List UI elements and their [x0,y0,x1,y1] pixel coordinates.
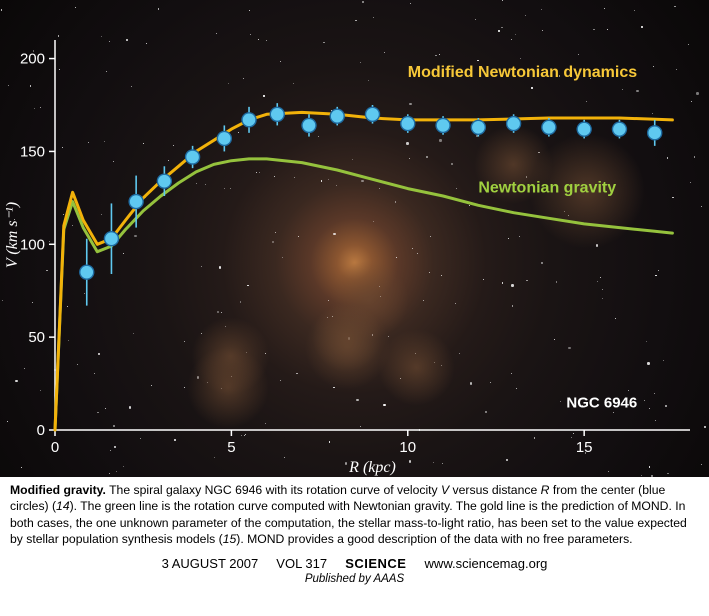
caption-ref15: 15 [223,532,237,546]
y-tick-label: 100 [20,236,45,253]
data-point [186,150,200,164]
data-point [471,120,485,134]
caption-t2: versus distance [449,483,540,497]
data-point [129,195,143,209]
data-point [612,122,626,136]
y-tick-label: 50 [28,329,45,346]
rotation-curve-figure: 051015050100150200R (kpc)V (km s⁻¹)Modif… [0,0,709,477]
footer-journal: SCIENCE [345,556,406,571]
data-point [507,117,521,131]
footer-date: 3 AUGUST 2007 [162,556,259,571]
footer-url: www.sciencemag.org [425,556,548,571]
y-axis-label: V (km s⁻¹) [4,202,21,268]
data-point [242,113,256,127]
data-point [217,131,231,145]
published-by: Published by AAAS [0,571,709,585]
mond-curve [55,112,672,430]
footer-volume: VOL 317 [276,556,327,571]
data-point [80,265,94,279]
data-point [330,109,344,123]
caption-t8: ). MOND provides a good description of t… [236,532,632,546]
caption-V: V [441,483,449,497]
x-tick-label: 0 [51,439,59,456]
x-tick-label: 5 [227,439,235,456]
y-tick-label: 150 [20,143,45,160]
plot-svg: 051015050100150200R (kpc)V (km s⁻¹)Modif… [0,0,709,477]
caption-t0: The spiral galaxy NGC 6946 with its rota… [106,483,441,497]
galaxy-id-label: NGC 6946 [566,395,637,412]
y-tick-label: 0 [37,422,45,439]
newtonian-label: Newtonian gravity [478,179,616,196]
data-point [436,118,450,132]
caption-ref14: 14 [56,499,70,513]
figure-caption: Modified gravity. The spiral galaxy NGC … [0,477,709,550]
data-point [157,174,171,188]
data-point [648,126,662,140]
data-point [401,117,415,131]
journal-footer: 3 AUGUST 2007 VOL 317 SCIENCE www.scienc… [0,550,709,571]
data-point [542,120,556,134]
x-tick-label: 10 [399,439,416,456]
y-tick-label: 200 [20,51,45,68]
data-point [270,107,284,121]
x-tick-label: 15 [576,439,593,456]
caption-lead: Modified gravity. [10,483,106,497]
data-point [104,232,118,246]
mond-label: Modified Newtonian dynamics [408,64,637,81]
data-point [577,122,591,136]
newtonian-curve [55,159,672,430]
x-axis-label: R (kpc) [348,459,396,476]
data-point [302,118,316,132]
data-point [366,107,380,121]
